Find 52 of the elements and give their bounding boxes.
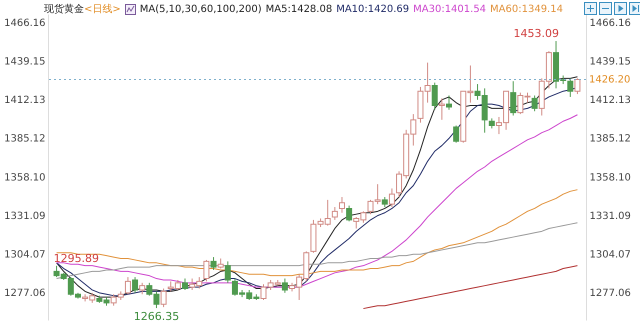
y2-tick-label: 1412.13 (590, 95, 631, 106)
candlestick (160, 288, 167, 308)
candlestick (332, 206, 338, 220)
y-tick-label: 1304.07 (4, 250, 46, 261)
candlestick (574, 78, 580, 95)
annotation: 1453.09 (514, 27, 560, 40)
annotation: 1295.89 (54, 252, 100, 265)
y-tick-label: 1412.13 (4, 95, 46, 106)
candlestick (203, 259, 210, 282)
candlestick (446, 95, 452, 110)
y2-tick-label: 1385.12 (590, 134, 631, 145)
text: MA60:1349.14 (490, 4, 563, 14)
chart-title: 现货黄金 (44, 2, 84, 16)
candlestick (139, 282, 146, 295)
candlestick (224, 260, 231, 284)
y2-tick-label: 1358.10 (590, 172, 631, 184)
y2-tick-label: 1466.16 (590, 18, 631, 29)
candlestick (488, 118, 495, 129)
candlestick (132, 276, 138, 294)
y2-tick-label: 1439.15 (590, 56, 631, 68)
candlestick (432, 82, 438, 110)
y-tick-label: 1439.15 (4, 56, 46, 68)
y-tick-label: 1466.16 (4, 18, 46, 29)
candlestick (338, 196, 345, 214)
candlestick (182, 278, 188, 290)
line-series (362, 265, 578, 310)
y2-tick-label: 1331.09 (590, 210, 631, 222)
candlestick (382, 196, 388, 208)
candlestick (210, 256, 217, 270)
y-tick-label: 1385.12 (4, 134, 46, 145)
text: MA30:1401.54 (413, 4, 486, 14)
candlestick (124, 276, 131, 295)
y2-tick-label: 1304.07 (590, 250, 631, 261)
candlestick (346, 205, 352, 222)
text: MA10:1420.69 (336, 4, 410, 14)
annotation: 1266.35 (134, 310, 180, 324)
candlestick (218, 258, 224, 270)
candlestick (532, 95, 538, 112)
candlestick (282, 278, 288, 294)
text: MA5:1428.08 (266, 4, 332, 14)
candlestick (453, 125, 460, 144)
candlestick (388, 188, 395, 208)
chart-subtitle: <日线> (84, 2, 121, 16)
y2-tick-label: 1277.06 (590, 288, 631, 300)
candlestick (438, 98, 445, 120)
candlestick (510, 80, 516, 116)
line-series (56, 222, 578, 280)
y-tick-label: 1358.10 (4, 172, 46, 184)
ref-line-label: 1426.20 (589, 74, 630, 86)
y-tick-label: 1331.09 (4, 210, 46, 222)
legend-title: MA(5,10,30,60,100,200) (140, 4, 262, 14)
y-tick-label: 1277.06 (4, 288, 46, 300)
